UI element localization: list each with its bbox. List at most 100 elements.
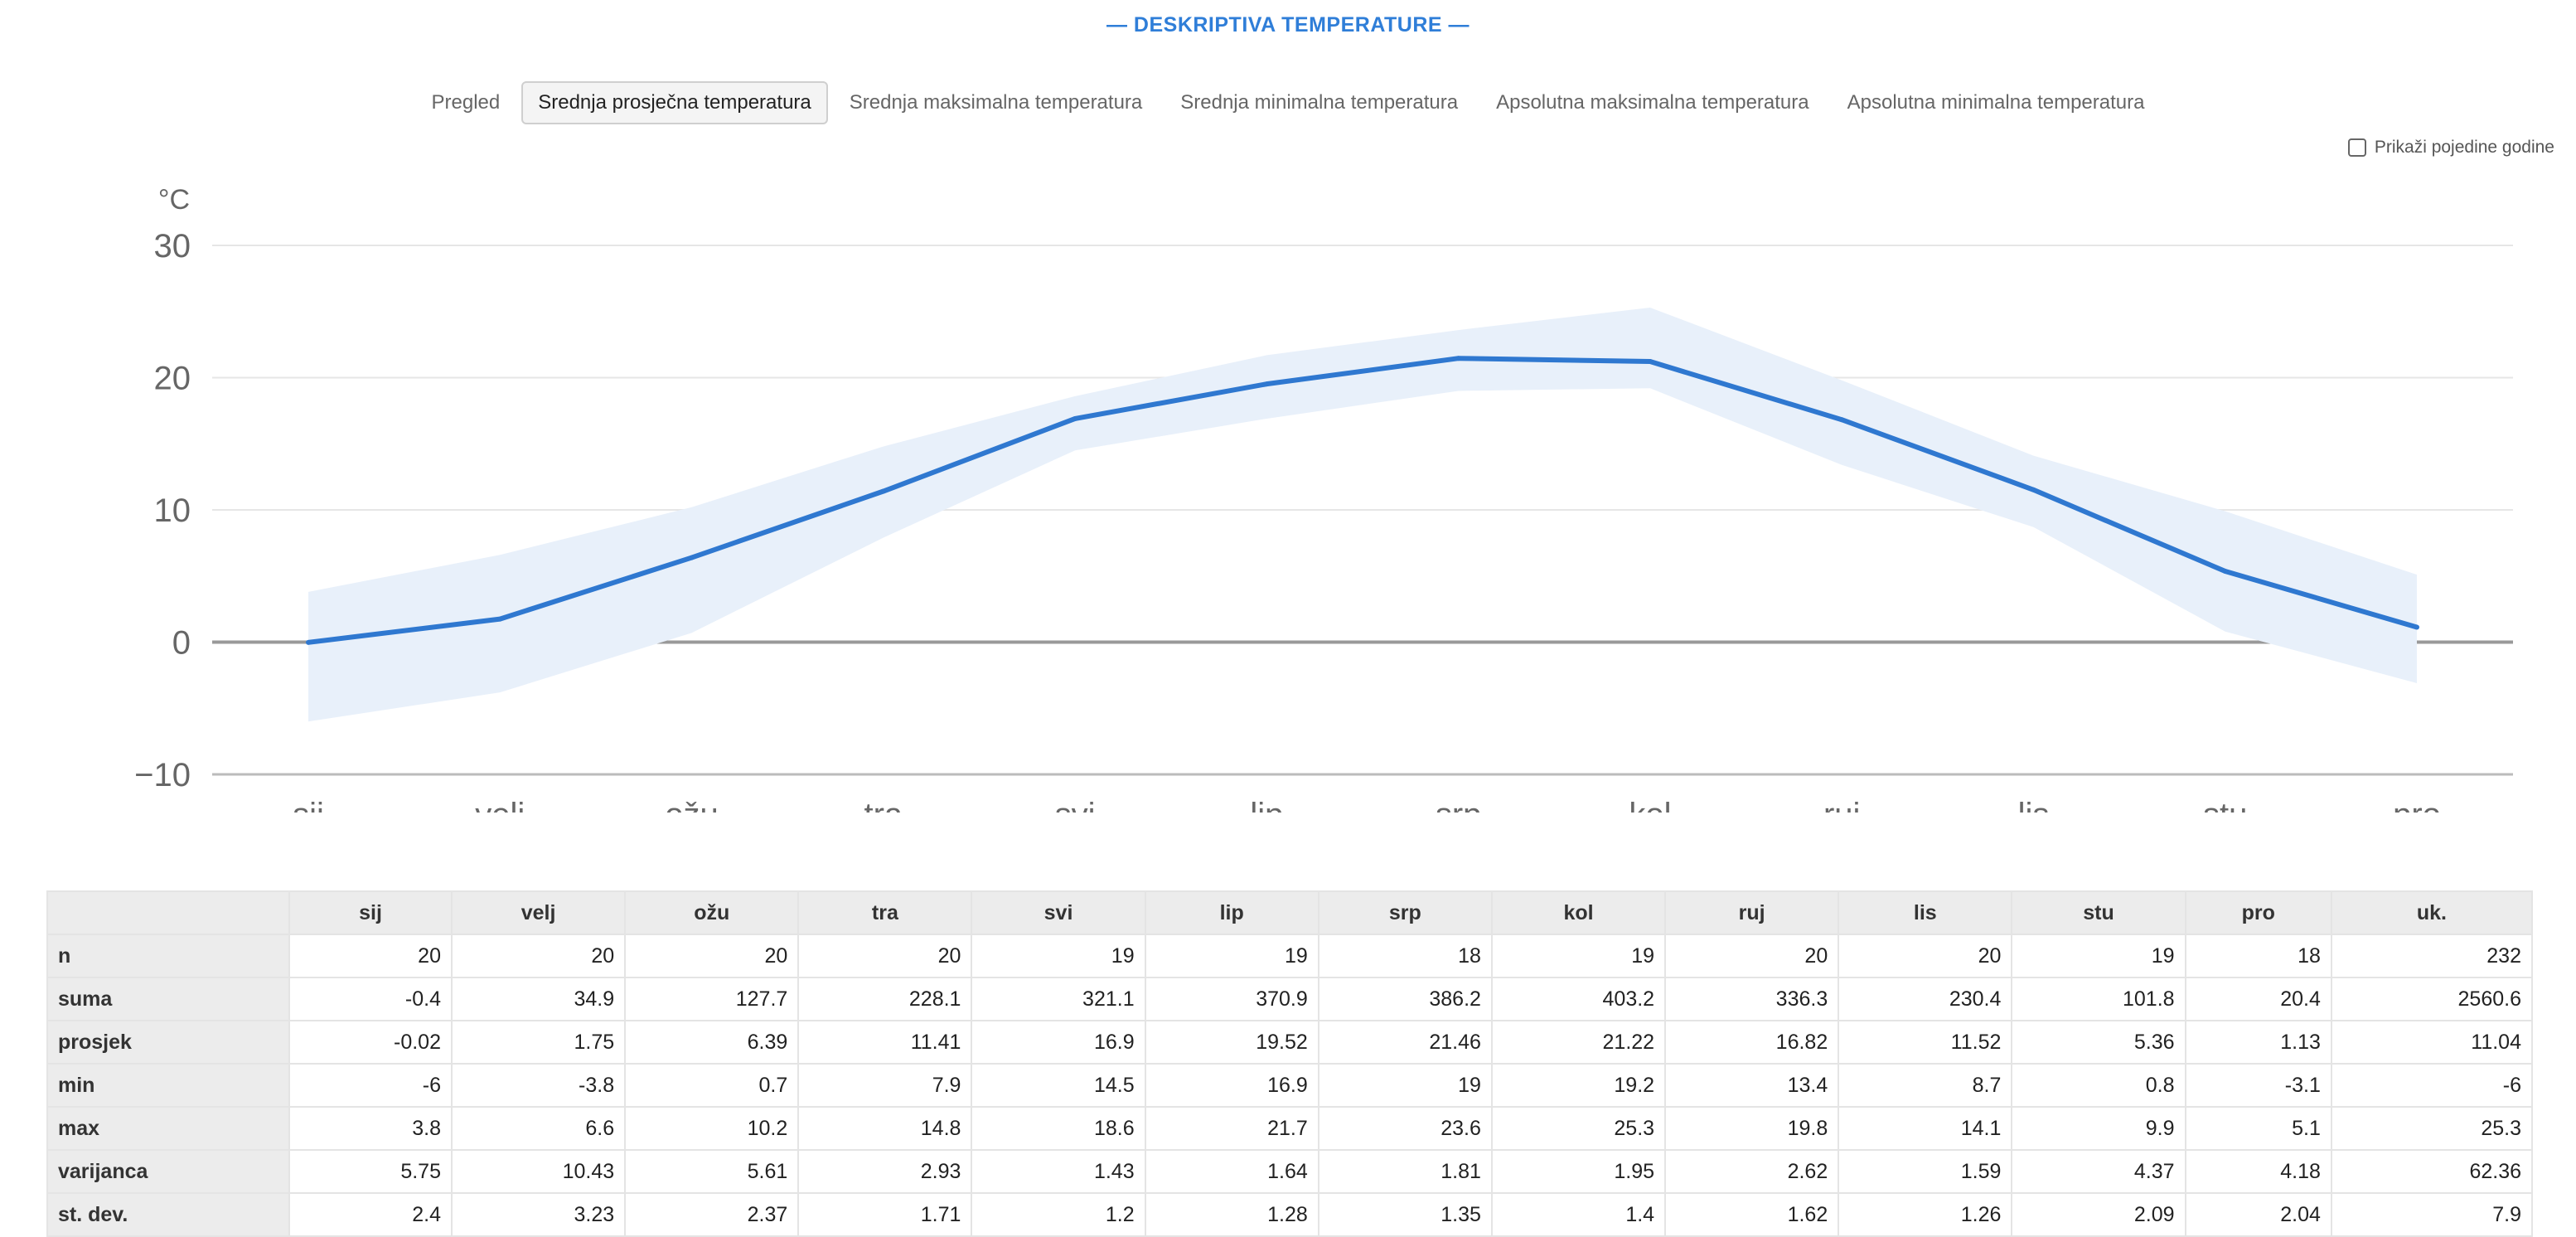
row-label: max (46, 1106, 290, 1151)
table-cell: 232 (2330, 934, 2534, 978)
tab-1[interactable]: Srednja prosječna temperatura (521, 81, 828, 124)
table-cell: 5.36 (2011, 1020, 2186, 1065)
table-cell: 14.5 (971, 1063, 1146, 1108)
tab-0[interactable]: Pregled (431, 91, 501, 114)
series-line-mean (307, 356, 2418, 645)
table-cell: 16.9 (971, 1020, 1146, 1065)
y-axis-unit: °C (158, 184, 190, 216)
column-header: kol (1490, 890, 1667, 935)
show-years-label: Prikaži pojedine godine (2374, 138, 2554, 157)
table-cell: 1.35 (1317, 1192, 1493, 1237)
table-cell: 5.75 (288, 1149, 453, 1194)
x-tick-label: lis (2018, 797, 2050, 813)
table-cell: 25.3 (2330, 1106, 2534, 1151)
table-cell: 19.8 (1664, 1106, 1840, 1151)
data-point (1455, 356, 1461, 361)
tab-3[interactable]: Srednja minimalna temperatura (1180, 91, 1459, 114)
table-cell: 5.61 (624, 1149, 800, 1194)
column-header: ožu (624, 890, 800, 935)
column-header: lis (1838, 890, 2013, 935)
data-point (497, 616, 503, 622)
data-point (2414, 624, 2419, 630)
tab-bar: Pregled Srednja prosječna temperatura Sred… (0, 81, 2576, 124)
table-cell: 1.75 (450, 1020, 627, 1065)
table-cell: 1.62 (1664, 1192, 1840, 1237)
table-cell: 13.4 (1664, 1063, 1840, 1108)
y-tick-label: 0 (172, 625, 191, 662)
table-cell: 3.23 (450, 1192, 627, 1237)
table-cell: -6 (2330, 1063, 2534, 1108)
row-label: prosjek (46, 1020, 290, 1065)
x-tick-label: sij (293, 797, 324, 813)
column-header: svi (971, 890, 1146, 935)
table-cell: -0.02 (288, 1020, 453, 1065)
tab-2[interactable]: Srednja maksimalna temperatura (849, 91, 1143, 114)
show-years-toggle[interactable]: Prikaži pojedine godine (2347, 138, 2554, 158)
row-label: n (46, 934, 290, 978)
table-cell: 34.9 (450, 977, 627, 1021)
table-cell: 23.6 (1317, 1106, 1493, 1151)
column-header: pro (2184, 890, 2332, 935)
min-max-range-band (308, 307, 2417, 722)
table-cell: 2.04 (2184, 1192, 2332, 1237)
row-label: st. dev. (46, 1192, 290, 1237)
table-cell: 20 (450, 934, 627, 978)
data-point (2222, 569, 2228, 575)
row-label: varijanca (46, 1149, 290, 1194)
table-cell: 21.46 (1317, 1020, 1493, 1065)
data-point (2031, 487, 2036, 492)
table-cell: 2.4 (288, 1192, 453, 1237)
table-cell: 18.6 (971, 1106, 1146, 1151)
column-header: uk. (2330, 890, 2534, 935)
table-cell: 1.26 (1838, 1192, 2013, 1237)
table-cell: 19 (1317, 1063, 1493, 1108)
table-header-row: sij velj ožu tra svi lip srp kol ruj lis stu pro uk. (46, 890, 2534, 935)
tab-4[interactable]: Apsolutna maksimalna temperatura (1496, 91, 1809, 114)
row-label: suma (46, 977, 290, 1021)
table-cell: 1.13 (2184, 1020, 2332, 1065)
x-tick-label: velj (475, 797, 525, 813)
table-cell: -3.1 (2184, 1063, 2332, 1108)
table-cell: 386.2 (1317, 977, 1493, 1021)
x-tick-label: tra (864, 797, 903, 813)
table-cell: 1.81 (1317, 1149, 1493, 1194)
column-header: srp (1317, 890, 1493, 935)
table-cell: 1.64 (1144, 1149, 1319, 1194)
x-tick-label: ožu (665, 797, 719, 813)
table-cell: 11.04 (2330, 1020, 2534, 1065)
table-row: suma -0.4 34.9 127.7 228.1 321.1 370.9 386.2 403… (46, 977, 2534, 1021)
table-cell: 1.2 (971, 1192, 1146, 1237)
table-cell: 1.43 (971, 1149, 1146, 1194)
column-header: sij (288, 890, 453, 935)
x-tick-label: pro (2393, 797, 2441, 813)
table-cell: 4.37 (2011, 1149, 2186, 1194)
table-cell: -0.4 (288, 977, 453, 1021)
tab-5[interactable]: Apsolutna minimalna temperatura (1847, 91, 2145, 114)
table-cell: 1.59 (1838, 1149, 2013, 1194)
table-cell: 20 (288, 934, 453, 978)
table-cell: 1.71 (797, 1192, 973, 1237)
x-tick-label: lip (1250, 797, 1283, 813)
data-point (1073, 415, 1078, 421)
table-cell: 8.7 (1838, 1063, 2013, 1108)
data-point (880, 488, 886, 494)
show-years-checkbox[interactable] (2347, 138, 2366, 157)
table-cell: 10.2 (624, 1106, 800, 1151)
table-cell: 20 (624, 934, 800, 978)
table-cell: 3.8 (288, 1106, 453, 1151)
table-cell: 101.8 (2011, 977, 2186, 1021)
column-header: tra (797, 890, 973, 935)
table-cell: 6.6 (450, 1106, 627, 1151)
table-cell: 10.43 (450, 1149, 627, 1194)
table-cell: 321.1 (971, 977, 1146, 1021)
table-cell: 19.52 (1144, 1020, 1319, 1065)
page-title: — DESKRIPTIVA TEMPERATURE — (1106, 13, 1470, 36)
y-tick-label: −10 (134, 757, 191, 793)
table-cell: 20.4 (2184, 977, 2332, 1021)
table-cell: 2.93 (797, 1149, 973, 1194)
table-cell: 370.9 (1144, 977, 1319, 1021)
column-header: velj (450, 890, 627, 935)
data-point (689, 555, 695, 560)
table-cell: 16.9 (1144, 1063, 1319, 1108)
y-tick-label: 10 (154, 492, 191, 529)
